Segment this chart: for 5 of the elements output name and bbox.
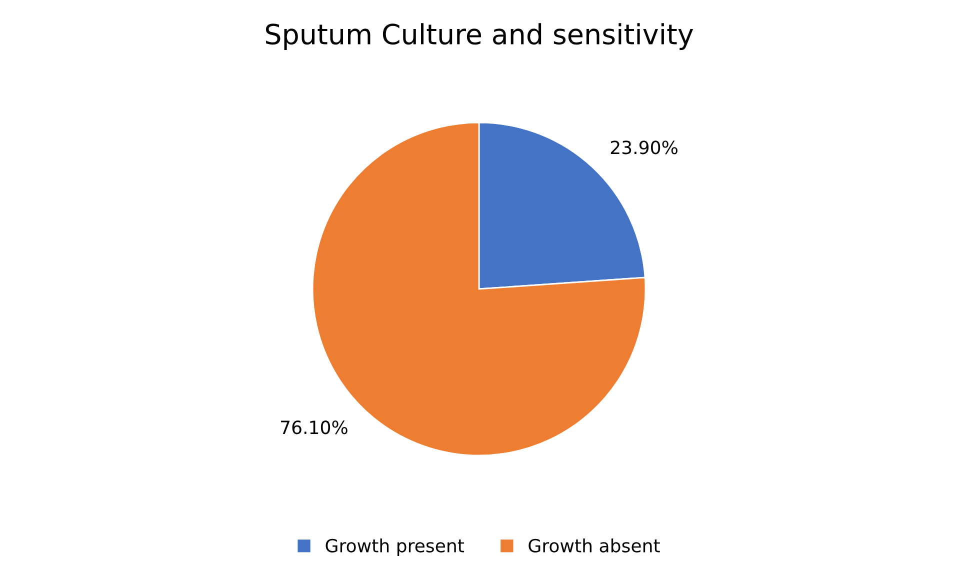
legend-label: Growth absent <box>528 538 660 552</box>
data-label: 23.90% <box>610 140 678 154</box>
legend-label: Growth present <box>326 538 464 556</box>
chart-title: Sputum Culture and sensitivity <box>266 23 694 50</box>
data-label: 76.10% <box>281 420 348 434</box>
